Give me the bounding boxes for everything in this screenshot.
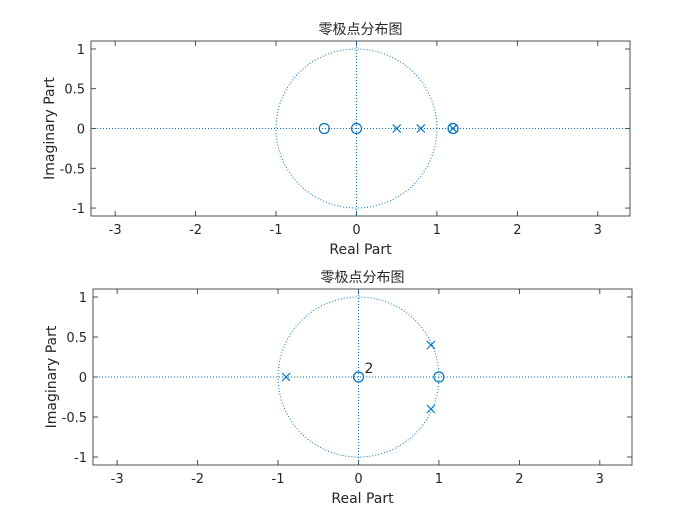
x-tick-label: 3 [596,472,604,487]
x-tick-label: -2 [189,223,202,238]
x-tick-label: 2 [513,223,521,238]
x-tick-label: 0 [352,223,360,238]
pole-marker [416,124,426,133]
y-tick-label: 1 [77,43,85,58]
pole-marker [392,124,402,133]
x-tick-label: -2 [191,472,204,487]
y-tick-label: 0.5 [64,83,85,98]
x-tick-label: 2 [515,472,523,487]
unit-circle [275,48,438,209]
zero-marker [350,122,363,135]
x-tick-label: 1 [435,472,443,487]
pole-stroke [416,124,426,133]
y-tick-label: -0.5 [60,162,85,177]
chart-title: 零极点分布图 [321,270,405,286]
pole-marker [281,372,291,382]
y-axis-label: Imaginary Part [42,77,58,180]
chart-1: -3 -2 -1 0 1 2 3 1 0.5 0 -0.5 -1 零极点分布图 Real Part Imag… [42,22,631,258]
y-tick-label: -1 [74,451,87,466]
y-tick-label: 0.5 [66,331,87,346]
x-tick-label: -3 [109,223,122,238]
x-tick-label: 1 [433,223,441,238]
zero-marker [352,371,365,383]
pole-marker [448,124,458,133]
multiplicity-label: 2 [364,361,373,377]
x-tick-label: 3 [594,223,602,238]
y-tick-label: -1 [72,202,85,217]
y-axis-label: Imaginary Part [44,325,60,428]
zero-marker [447,122,459,135]
pole-marker [426,404,436,414]
y-tick-label: -0.5 [62,411,87,426]
x-axis-label: Real Part [329,242,392,258]
plot-area [92,288,633,466]
x-tick-label: -1 [270,223,283,238]
x-tick-label: 0 [354,472,362,487]
y-tick-label: 1 [79,291,87,306]
chart-2: -3 -2 -1 0 1 2 3 1 0.5 0 -0.5 -1 2 零极点分布图 Real Part Ima… [44,270,633,507]
unit-circle [277,296,440,458]
chart-title: 零极点分布图 [319,22,403,38]
pole-stroke [448,124,458,133]
x-axis-label: Real Part [331,491,394,507]
pole-stroke [281,372,291,382]
pole-marker [426,340,436,350]
y-tick-label: 0 [77,123,85,138]
x-tick-label: -3 [111,472,124,487]
pole-stroke [426,340,436,350]
pole-stroke [426,404,436,414]
pole-stroke [392,124,402,133]
plot-area [90,40,631,217]
y-tick-label: 0 [79,371,87,386]
zero-marker [318,122,330,135]
x-tick-label: -1 [272,472,285,487]
zero-marker [433,371,445,383]
